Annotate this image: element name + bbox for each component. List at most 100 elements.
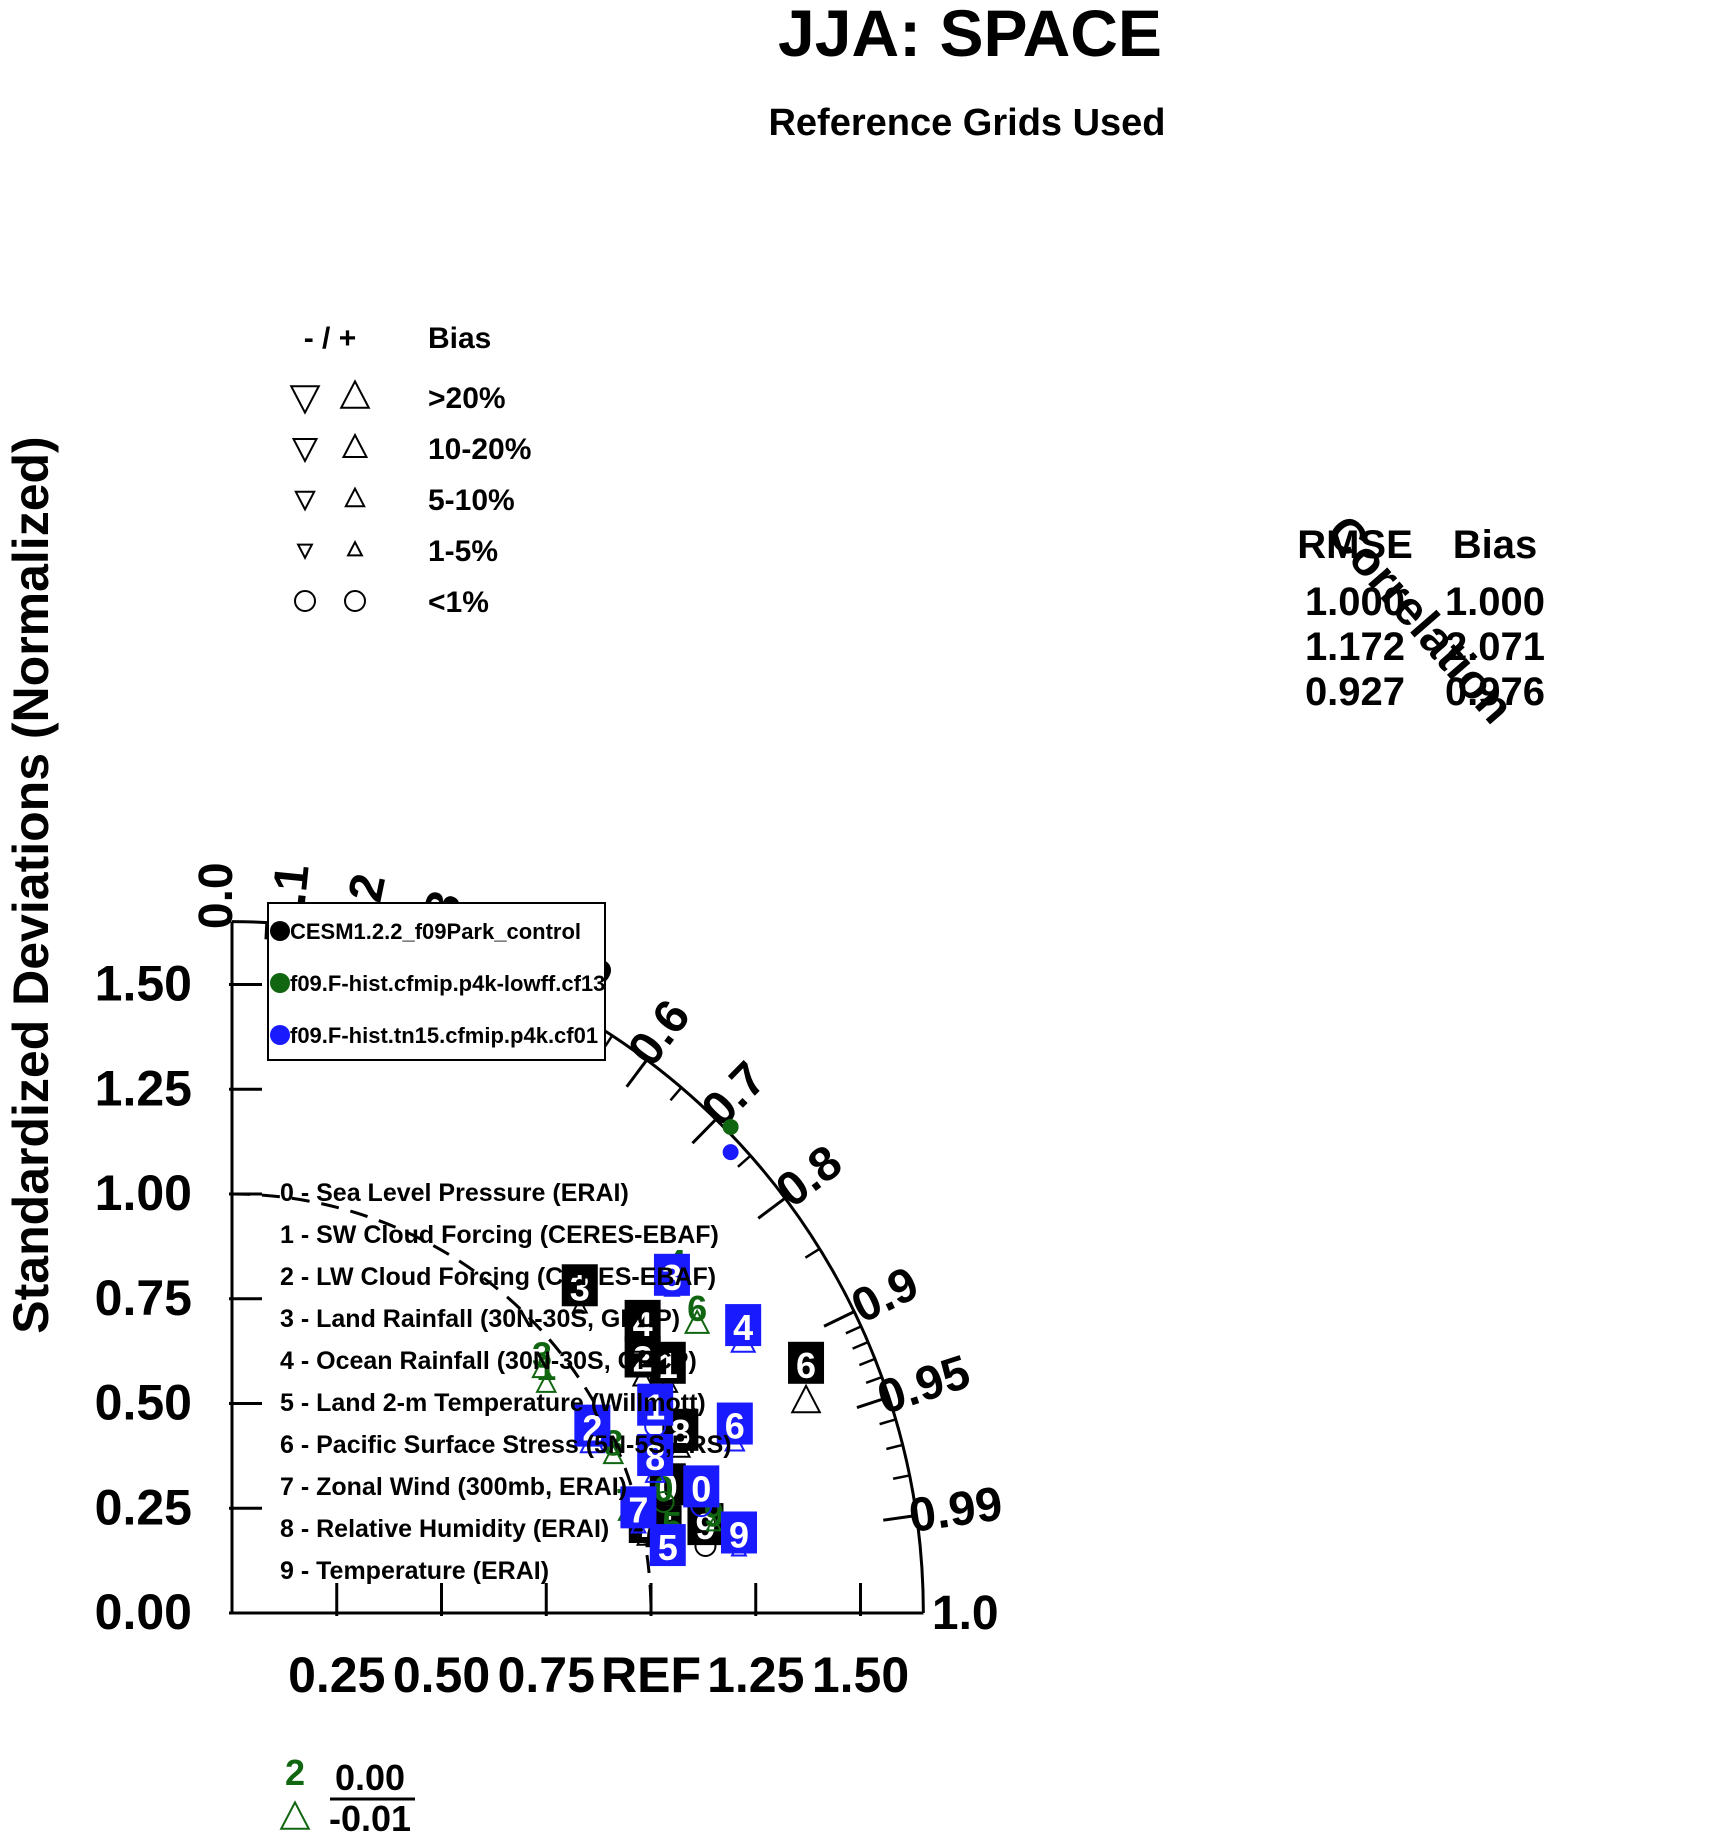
variable-list-item: 3 - Land Rainfall (30N-30S, GPCP) xyxy=(280,1305,680,1333)
series-legend-name: f09.F-hist.tn15.cfmip.p4k.cf01 xyxy=(290,1023,598,1048)
chart-title: JJA: SPACE xyxy=(778,0,1162,70)
data-point: 4 xyxy=(624,1299,661,1353)
point-label-box xyxy=(574,1404,611,1447)
correlation-major-tick xyxy=(823,1310,855,1328)
correlation-tick-label: 0.0 xyxy=(190,862,243,929)
point-label: 7 xyxy=(628,1489,648,1530)
offscale-note-id: 2 xyxy=(285,1752,305,1793)
offscale-note: 2 0.00-0.01 xyxy=(279,1752,415,1834)
marker-circle xyxy=(344,590,366,612)
point-label-box xyxy=(653,1253,690,1296)
table-cell-bias: 0.976 xyxy=(1445,670,1545,714)
data-point: 6 xyxy=(788,1341,825,1414)
series-legend-dot xyxy=(270,921,290,941)
correlation-tick-label: 0.8 xyxy=(767,1135,852,1217)
point-label: 0 xyxy=(654,1468,674,1509)
marker-triangle-up xyxy=(344,486,366,508)
correlation-minor-tick xyxy=(886,1443,903,1451)
marker-triangle-up xyxy=(790,1383,822,1414)
series-legend-dot xyxy=(270,1025,290,1045)
point-label-box xyxy=(683,1465,720,1508)
series-legend-box xyxy=(267,902,606,1061)
correlation-tick-label: 0.9 xyxy=(844,1257,927,1334)
table-cell-bias: 1.000 xyxy=(1445,580,1545,624)
point-label: 5 xyxy=(658,1527,678,1568)
offscale-note-numerator: 0.00 xyxy=(335,1757,405,1798)
point-label-box xyxy=(716,1402,753,1445)
x-tick-label: 0.75 xyxy=(498,1647,595,1703)
x-tick-label: 0.25 xyxy=(288,1647,385,1703)
point-label: 6 xyxy=(796,1345,816,1386)
point-label: 4 xyxy=(633,1303,653,1344)
table-cell-rmse: 1.000 xyxy=(1305,580,1405,624)
series-legend-name: CESM1.2.2_f09Park_control xyxy=(290,919,581,944)
point-label-box xyxy=(649,1524,686,1567)
correlation-minor-tick xyxy=(865,1375,883,1385)
variable-list-item: 7 - Zonal Wind (300mb, ERAI) xyxy=(280,1473,627,1501)
correlation-major-tick xyxy=(757,1196,786,1220)
point-label-box xyxy=(725,1304,762,1347)
point-label-box xyxy=(637,1433,674,1476)
variable-list-item: 4 - Ocean Rainfall (30N-30S, GPCP) xyxy=(280,1347,697,1375)
correlation-minor-tick xyxy=(879,1418,897,1426)
data-point: 0 xyxy=(683,1465,720,1518)
variable-list-item: 2 - LW Cloud Forcing (CERES-EBAF) xyxy=(280,1263,716,1291)
data-point: 3 xyxy=(653,1253,690,1298)
point-label-box xyxy=(624,1335,661,1378)
correlation-minor-tick xyxy=(852,1340,869,1350)
correlation-minor-tick xyxy=(892,1474,910,1480)
marker-circle xyxy=(294,590,316,612)
data-points-layer: 01234567891345678900123456789 xyxy=(531,1242,825,1568)
data-point: 3 xyxy=(531,1334,553,1379)
y-axis-label: Standardized Deviations (Normalized) xyxy=(3,436,59,1333)
data-point: 6 xyxy=(683,1288,711,1334)
x-tick-label: 1.25 xyxy=(707,1647,804,1703)
correlation-minor-tick xyxy=(264,922,268,940)
table-cell-rmse: 1.172 xyxy=(1305,625,1405,669)
bias-legend-label: <1% xyxy=(428,586,489,619)
correlation-minor-tick xyxy=(804,1247,821,1259)
bias-legend-label: 10-20% xyxy=(428,433,531,466)
series-legend-dot xyxy=(270,973,290,993)
marker-triangle-up xyxy=(339,379,371,409)
table-header-bias: Bias xyxy=(1453,523,1538,567)
point-label: 2 xyxy=(582,1408,602,1449)
correlation-tick-label: 0.6 xyxy=(618,991,700,1076)
correlation-minor-tick xyxy=(669,1086,683,1102)
variable-list-item: 9 - Temperature (ERAI) xyxy=(280,1557,549,1585)
point-label: 6 xyxy=(687,1288,707,1329)
marker-triangle-up xyxy=(346,540,364,557)
point-label: 0 xyxy=(691,1468,711,1509)
correlation-major-tick xyxy=(691,1118,718,1145)
x-tick-label: 0.50 xyxy=(393,1647,490,1703)
point-label-box xyxy=(624,1299,661,1342)
data-point: 2 xyxy=(574,1404,611,1454)
correlation-major-tick xyxy=(883,1513,917,1522)
point-label-box xyxy=(561,1264,598,1307)
correlation-minor-tick xyxy=(737,1154,752,1168)
point-label: 3 xyxy=(532,1334,552,1375)
point-label: 4 xyxy=(733,1307,753,1348)
data-point: 8 xyxy=(637,1433,674,1483)
y-tick-label: 1.50 xyxy=(95,956,192,1012)
series-legend-name: f09.F-hist.cfmip.p4k-lowff.cf13 xyxy=(290,971,605,996)
correlation-minor-tick xyxy=(858,1357,876,1367)
bias-legend: - / + Bias >20% 10-20% 5-10% 1-5% <1% xyxy=(289,322,531,619)
x-ref-label: REF xyxy=(601,1647,701,1703)
point-label: 3 xyxy=(570,1267,590,1308)
data-point: 3 xyxy=(561,1264,598,1314)
correlation-tick-label: 1.0 xyxy=(932,1587,999,1640)
point-label-box xyxy=(637,1383,674,1426)
marker-triangle-up xyxy=(279,1800,311,1830)
point-label: 8 xyxy=(670,1412,690,1453)
point-label: 8 xyxy=(645,1437,665,1478)
data-point: 1 xyxy=(637,1383,674,1438)
variable-list-item: 5 - Land 2-m Temperature (Willmott) xyxy=(280,1389,706,1417)
x-tick-label: 1.50 xyxy=(812,1647,909,1703)
point-label: 3 xyxy=(662,1257,682,1298)
y-tick-label: 0.50 xyxy=(95,1375,192,1431)
marker-triangle-up xyxy=(341,432,369,458)
correlation-minor-tick xyxy=(845,1325,862,1335)
